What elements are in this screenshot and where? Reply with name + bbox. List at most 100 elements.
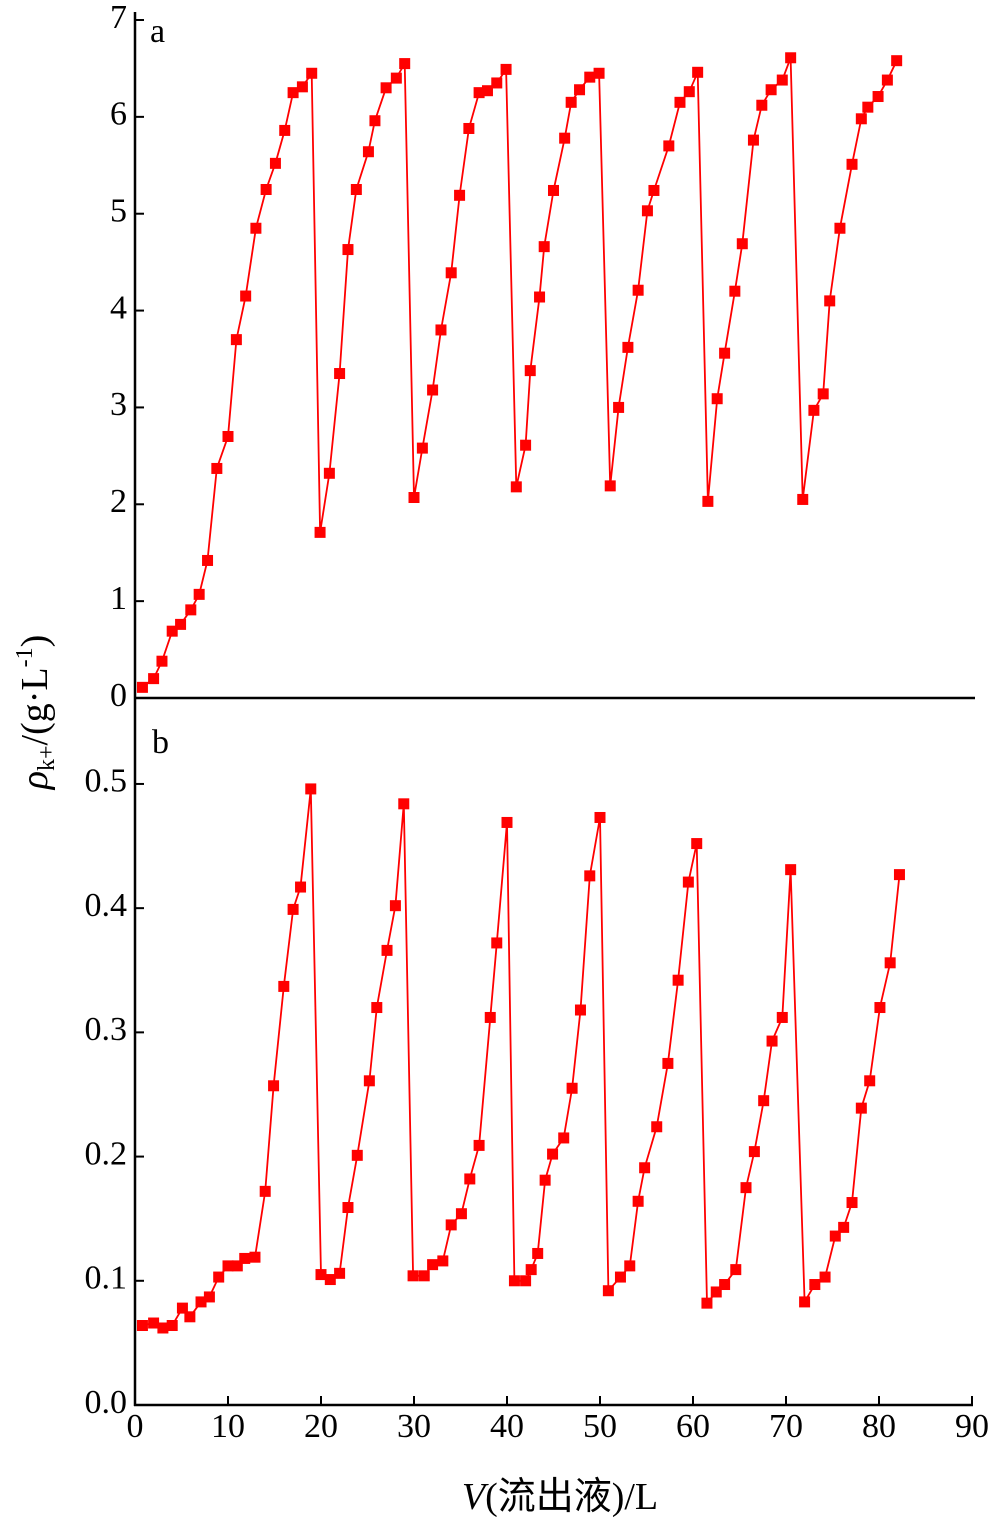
data-line bbox=[142, 788, 901, 1329]
data-point bbox=[351, 1149, 363, 1161]
data-point bbox=[334, 1267, 346, 1279]
data-line bbox=[141, 57, 898, 689]
y-tick-label: 0.1 bbox=[85, 1260, 128, 1297]
data-point bbox=[538, 241, 550, 253]
x-tick-label: 90 bbox=[955, 1408, 989, 1445]
data-point bbox=[427, 384, 439, 396]
data-point bbox=[525, 1264, 537, 1276]
data-point bbox=[719, 1279, 731, 1291]
data-point bbox=[230, 334, 242, 346]
data-point bbox=[593, 67, 605, 79]
y-tick-label: 0.4 bbox=[85, 887, 128, 924]
data-point bbox=[702, 495, 714, 507]
data-point bbox=[520, 1275, 532, 1287]
data-point bbox=[730, 1264, 742, 1276]
data-point bbox=[427, 1259, 439, 1271]
data-point bbox=[398, 798, 410, 810]
data-point bbox=[157, 1322, 169, 1334]
data-point bbox=[156, 655, 168, 667]
data-point bbox=[559, 132, 571, 144]
data-point bbox=[501, 816, 513, 828]
data-point bbox=[701, 1297, 713, 1309]
data-point bbox=[632, 284, 644, 296]
panel-label: b bbox=[152, 724, 169, 761]
data-point bbox=[891, 55, 903, 67]
data-point bbox=[380, 82, 392, 94]
data-point bbox=[407, 1270, 419, 1282]
data-point bbox=[278, 980, 290, 992]
y-axis-label: ρk+/(g·L-1) bbox=[12, 635, 60, 791]
data-point bbox=[613, 401, 625, 413]
data-point bbox=[350, 184, 362, 195]
x-tick-label: 20 bbox=[304, 1408, 338, 1445]
data-point bbox=[532, 1247, 544, 1259]
x-tick-label: 30 bbox=[397, 1408, 431, 1445]
data-point bbox=[296, 81, 308, 93]
data-point bbox=[136, 1320, 148, 1332]
x-tick-label: 0 bbox=[127, 1408, 144, 1445]
data-point bbox=[864, 1075, 876, 1087]
data-point bbox=[747, 134, 759, 146]
data-point bbox=[500, 63, 512, 75]
data-point bbox=[710, 1286, 722, 1298]
data-point bbox=[454, 189, 466, 201]
data-point bbox=[756, 99, 768, 111]
x-label-text: (流出液)/L bbox=[485, 1476, 658, 1518]
data-point bbox=[279, 124, 291, 136]
data-point bbox=[785, 864, 797, 876]
data-point bbox=[604, 480, 616, 492]
data-point bbox=[314, 526, 326, 538]
data-point bbox=[855, 113, 867, 125]
data-point bbox=[797, 493, 809, 505]
y-tick-label: 0.0 bbox=[85, 1384, 128, 1421]
data-point bbox=[838, 1221, 850, 1233]
data-point bbox=[269, 157, 281, 169]
data-point bbox=[524, 365, 536, 377]
data-point bbox=[287, 903, 299, 915]
data-point bbox=[455, 1208, 467, 1220]
data-point bbox=[371, 1002, 383, 1014]
data-point bbox=[260, 184, 272, 195]
data-point bbox=[195, 1296, 207, 1308]
data-point bbox=[136, 681, 148, 693]
data-point bbox=[829, 1230, 841, 1242]
data-point bbox=[776, 1011, 788, 1023]
data-point bbox=[574, 1004, 586, 1016]
data-point bbox=[334, 368, 346, 380]
y-tick-label: 0.2 bbox=[85, 1135, 128, 1172]
data-point bbox=[884, 957, 896, 969]
data-point bbox=[729, 285, 741, 297]
data-point bbox=[651, 1121, 663, 1133]
x-tick-label: 70 bbox=[769, 1408, 803, 1445]
data-point bbox=[682, 876, 694, 888]
data-point bbox=[872, 91, 884, 103]
data-point bbox=[369, 115, 381, 127]
y-tick-label: 7 bbox=[110, 0, 127, 36]
data-point bbox=[565, 96, 577, 108]
y-tick-label: 2 bbox=[110, 483, 127, 520]
data-point bbox=[547, 1148, 559, 1160]
x-tick-label: 10 bbox=[211, 1408, 245, 1445]
data-point bbox=[342, 244, 354, 256]
data-point bbox=[632, 1195, 644, 1207]
data-point bbox=[520, 439, 532, 451]
data-point bbox=[799, 1296, 811, 1308]
y-tick-label: 0.3 bbox=[85, 1011, 128, 1048]
data-point bbox=[819, 1271, 831, 1283]
data-point bbox=[846, 1197, 858, 1209]
data-point bbox=[558, 1132, 570, 1144]
data-point bbox=[893, 869, 905, 881]
data-point bbox=[324, 1274, 336, 1286]
data-point bbox=[250, 222, 262, 234]
data-point bbox=[222, 430, 234, 442]
data-point bbox=[166, 625, 178, 637]
data-point bbox=[622, 341, 634, 353]
data-point bbox=[381, 944, 393, 956]
data-point bbox=[148, 673, 160, 685]
data-point bbox=[390, 72, 402, 84]
data-point bbox=[663, 140, 675, 152]
data-point bbox=[295, 881, 307, 893]
y-label-close: ) bbox=[14, 635, 56, 648]
